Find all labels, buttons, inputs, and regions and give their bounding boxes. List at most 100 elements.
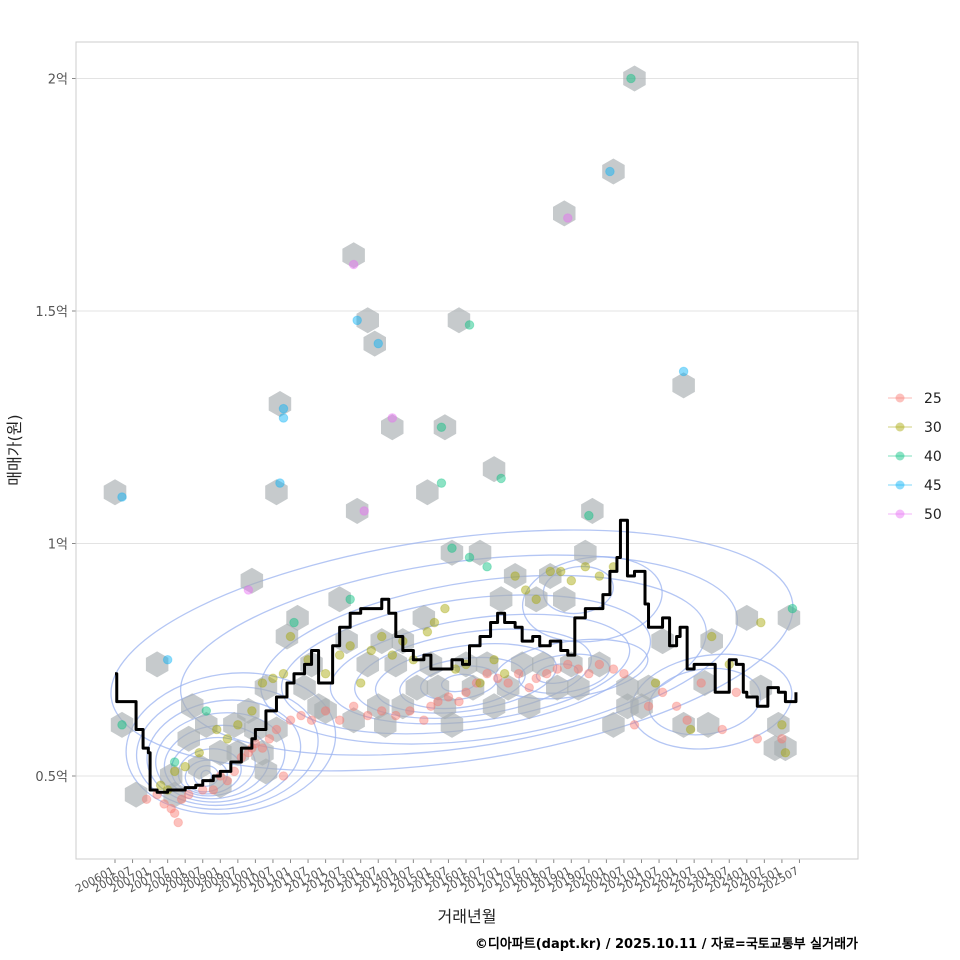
- point-25: [671, 701, 682, 712]
- density-hex: [553, 200, 576, 227]
- point-30: [211, 724, 222, 735]
- y-tick-label: 2억: [48, 73, 68, 88]
- point-40: [436, 422, 447, 433]
- point-30: [510, 571, 520, 581]
- density-hex: [461, 674, 485, 701]
- point-25: [513, 668, 524, 679]
- point-50: [348, 259, 359, 270]
- point-40: [117, 720, 127, 730]
- density-hex: [672, 711, 695, 738]
- density-hex: [602, 711, 625, 738]
- density-hex: [345, 497, 369, 524]
- point-45: [275, 478, 285, 488]
- legend-label: 50: [924, 507, 942, 523]
- point-40: [464, 320, 475, 330]
- point-30: [685, 724, 696, 735]
- point-50: [359, 506, 370, 516]
- point-25: [562, 659, 573, 670]
- density-hex: [363, 330, 386, 357]
- density-hex: [405, 674, 429, 701]
- point-45: [352, 315, 362, 326]
- density-hex: [567, 674, 590, 701]
- legend-label: 30: [924, 420, 942, 436]
- point-25: [320, 706, 331, 716]
- density-contour: [155, 712, 286, 803]
- point-30: [706, 631, 717, 642]
- point-30: [531, 594, 542, 605]
- point-25: [173, 817, 183, 828]
- density-contour: [135, 686, 319, 810]
- point-25: [471, 678, 482, 688]
- point-30: [475, 678, 485, 688]
- point-25: [264, 734, 275, 744]
- point-25: [594, 659, 605, 670]
- point-25: [573, 664, 584, 674]
- density-contour: [110, 529, 794, 772]
- point-30: [780, 747, 791, 758]
- point-30: [376, 631, 387, 642]
- point-40: [496, 473, 506, 484]
- legend-label: 40: [924, 449, 942, 465]
- density-hex: [489, 586, 513, 613]
- point-25: [176, 794, 187, 805]
- point-50: [387, 413, 398, 423]
- point-45: [278, 413, 289, 423]
- density-hexes: [103, 65, 801, 808]
- density-hex: [468, 539, 492, 566]
- point-25: [208, 785, 219, 795]
- density-hex: [314, 697, 337, 724]
- density-hex: [496, 674, 520, 701]
- point-30: [345, 641, 355, 651]
- point-30: [222, 734, 233, 744]
- point-25: [552, 664, 563, 674]
- point-45: [373, 338, 384, 349]
- density-hex: [510, 651, 534, 678]
- density-hex: [254, 758, 278, 785]
- point-25: [777, 734, 787, 744]
- density-hex: [226, 739, 250, 766]
- point-25: [608, 664, 619, 674]
- point-40: [447, 543, 457, 553]
- y-tick-label: 0.5억: [35, 770, 68, 785]
- point-30: [777, 720, 787, 730]
- density-hex: [581, 497, 604, 524]
- point-50: [243, 585, 254, 595]
- point-25: [657, 687, 668, 698]
- point-30: [580, 561, 591, 572]
- caption: ©디아파트(dapt.kr) / 2025.10.11 / 자료=국토교통부 실…: [475, 936, 858, 952]
- point-25: [541, 668, 552, 679]
- point-25: [257, 743, 268, 753]
- point-30: [555, 566, 566, 577]
- density-hex: [163, 781, 186, 808]
- point-25: [166, 803, 176, 814]
- point-30: [440, 603, 450, 614]
- point-40: [201, 706, 212, 716]
- density-hex: [553, 586, 576, 613]
- density-hex: [735, 604, 759, 631]
- density-hex: [539, 563, 562, 589]
- point-30: [650, 678, 661, 688]
- x-axis: 2006012006072007012007072008012008072009…: [73, 859, 801, 895]
- y-axis: 0.5억 1억 1.5억 2억: [35, 73, 76, 785]
- point-30: [169, 766, 180, 777]
- point-45: [278, 403, 289, 414]
- point-30: [320, 668, 331, 679]
- density-hex: [251, 739, 274, 766]
- density-hex: [103, 479, 127, 506]
- density-hex: [265, 479, 288, 506]
- density-hex: [616, 674, 639, 701]
- point-40: [345, 594, 355, 605]
- y-tick-label: 1억: [48, 538, 68, 553]
- plot-border: [75, 41, 859, 860]
- y-tick-label: 1.5억: [35, 305, 68, 320]
- point-25: [643, 701, 654, 712]
- point-30: [429, 617, 440, 628]
- density-hex: [275, 623, 299, 650]
- density-hex: [482, 456, 506, 483]
- point-25: [696, 678, 706, 688]
- density-hex: [517, 693, 541, 720]
- point-30: [233, 720, 243, 730]
- density-hex: [433, 414, 457, 441]
- point-25: [405, 706, 415, 716]
